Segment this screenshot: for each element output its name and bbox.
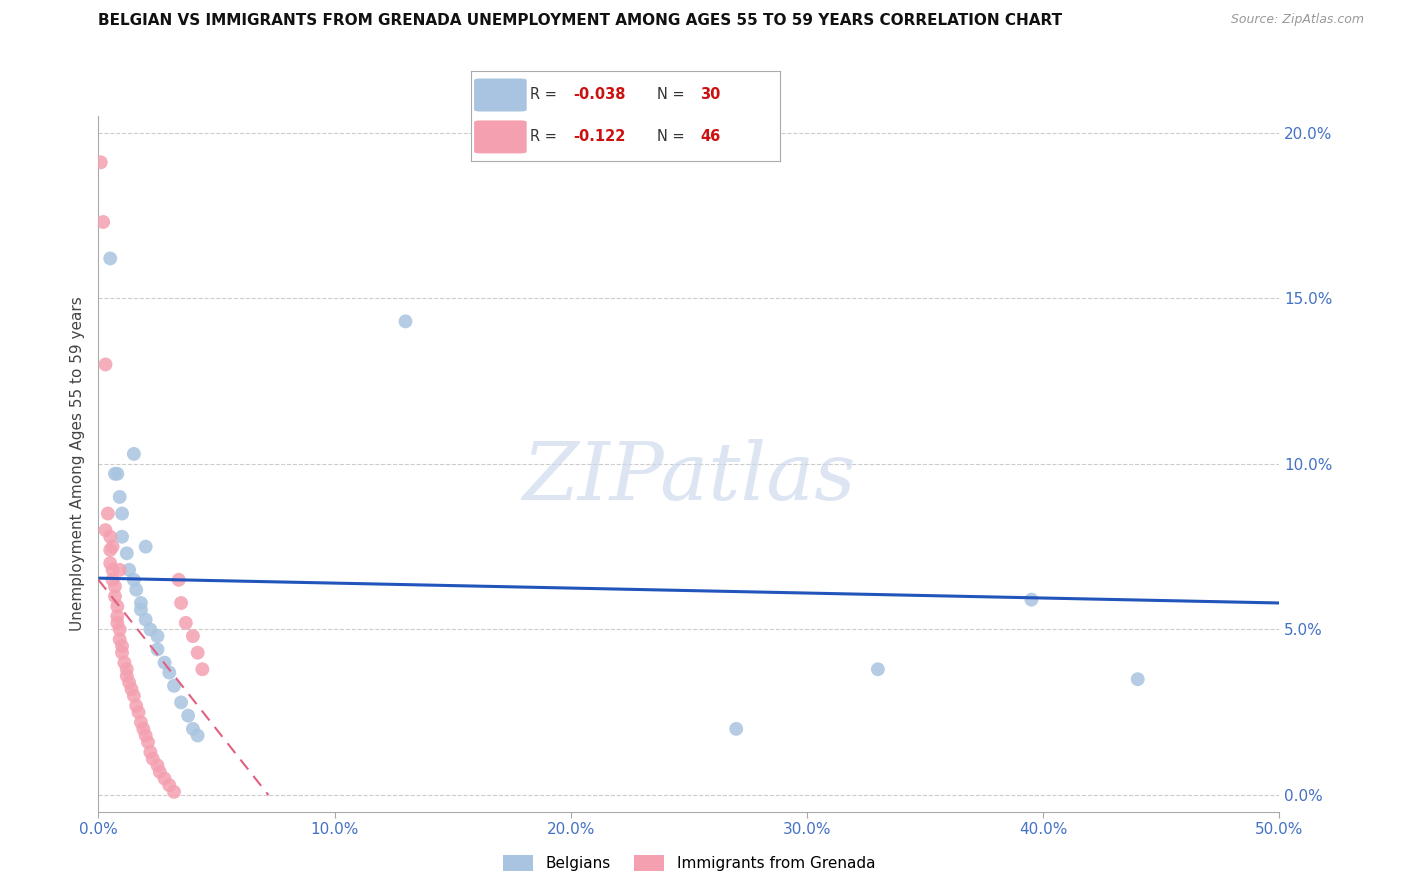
- Point: [115, 546, 138, 560]
- Point: [146, 642, 169, 657]
- Point: [98, 252, 121, 266]
- Point: [163, 679, 186, 693]
- Point: [135, 613, 157, 627]
- Point: [118, 563, 141, 577]
- Point: [101, 563, 124, 577]
- Point: [112, 656, 135, 670]
- Point: [104, 590, 127, 604]
- Point: [104, 467, 127, 481]
- Point: [170, 695, 193, 709]
- Point: [139, 745, 162, 759]
- Point: [866, 662, 889, 676]
- Point: [105, 609, 128, 624]
- Point: [122, 447, 145, 461]
- Point: [136, 735, 159, 749]
- Text: -0.122: -0.122: [574, 129, 626, 145]
- Point: [111, 646, 134, 660]
- Point: [115, 669, 138, 683]
- Text: R =: R =: [530, 87, 561, 103]
- Text: 46: 46: [700, 129, 720, 145]
- Point: [129, 602, 152, 616]
- Point: [111, 530, 134, 544]
- Point: [149, 764, 172, 779]
- Point: [105, 615, 128, 630]
- Point: [98, 530, 121, 544]
- Point: [94, 523, 117, 537]
- Point: [125, 582, 148, 597]
- Point: [105, 599, 128, 614]
- Point: [108, 632, 131, 647]
- Point: [181, 722, 204, 736]
- Point: [153, 656, 176, 670]
- Point: [118, 675, 141, 690]
- Point: [187, 729, 209, 743]
- Point: [170, 596, 193, 610]
- Point: [101, 573, 124, 587]
- Point: [191, 662, 214, 676]
- Point: [90, 155, 112, 169]
- Text: R =: R =: [530, 129, 561, 145]
- Text: BELGIAN VS IMMIGRANTS FROM GRENADA UNEMPLOYMENT AMONG AGES 55 TO 59 YEARS CORREL: BELGIAN VS IMMIGRANTS FROM GRENADA UNEMP…: [98, 13, 1063, 29]
- Point: [98, 556, 121, 570]
- Point: [139, 623, 162, 637]
- Point: [97, 507, 120, 521]
- Text: Source: ZipAtlas.com: Source: ZipAtlas.com: [1230, 13, 1364, 27]
- Point: [142, 752, 165, 766]
- Point: [129, 596, 152, 610]
- Point: [157, 778, 180, 792]
- Point: [98, 543, 121, 558]
- Text: ZIPatlas: ZIPatlas: [522, 439, 856, 516]
- Point: [181, 629, 204, 643]
- Point: [394, 314, 416, 328]
- Point: [115, 662, 138, 676]
- Text: -0.038: -0.038: [574, 87, 626, 103]
- FancyBboxPatch shape: [474, 120, 527, 153]
- Point: [187, 646, 209, 660]
- Point: [725, 722, 748, 736]
- Point: [111, 639, 134, 653]
- Point: [94, 358, 117, 372]
- Point: [146, 758, 169, 772]
- Point: [1021, 592, 1043, 607]
- Point: [125, 698, 148, 713]
- Point: [163, 785, 186, 799]
- Point: [146, 629, 169, 643]
- Text: N =: N =: [657, 129, 689, 145]
- Point: [157, 665, 180, 680]
- Point: [91, 215, 114, 229]
- Point: [132, 722, 155, 736]
- Point: [129, 715, 152, 730]
- Y-axis label: Unemployment Among Ages 55 to 59 years: Unemployment Among Ages 55 to 59 years: [70, 296, 86, 632]
- Point: [135, 729, 157, 743]
- Point: [122, 573, 145, 587]
- Point: [101, 540, 124, 554]
- Point: [108, 490, 131, 504]
- FancyBboxPatch shape: [474, 78, 527, 112]
- Point: [177, 708, 200, 723]
- Point: [167, 573, 190, 587]
- Point: [104, 579, 127, 593]
- Point: [122, 689, 145, 703]
- Point: [153, 772, 176, 786]
- Point: [174, 615, 197, 630]
- Legend: Belgians, Immigrants from Grenada: Belgians, Immigrants from Grenada: [496, 849, 882, 877]
- Point: [128, 706, 150, 720]
- Point: [121, 682, 143, 697]
- Point: [111, 507, 134, 521]
- Text: 30: 30: [700, 87, 720, 103]
- Text: N =: N =: [657, 87, 689, 103]
- Point: [105, 467, 128, 481]
- Point: [108, 563, 131, 577]
- Point: [108, 623, 131, 637]
- Point: [135, 540, 157, 554]
- Point: [1126, 672, 1149, 686]
